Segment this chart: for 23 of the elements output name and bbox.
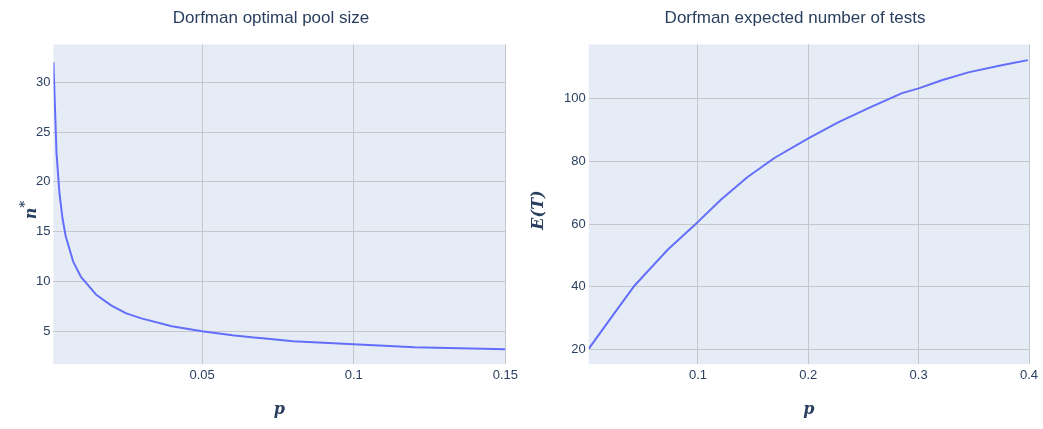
y-tick-label: 80 — [571, 152, 586, 168]
y-tick-label: 20 — [35, 173, 51, 189]
y-axis-title: E(T) — [527, 190, 547, 230]
y-tick-label: 10 — [35, 273, 51, 289]
x-tick-label: 0.4 — [1019, 366, 1039, 382]
x-tick-label: 0.05 — [189, 366, 215, 382]
y-tick-label: 25 — [35, 123, 51, 139]
x-tick-label: 0.15 — [492, 366, 519, 382]
x-axis-title: p — [803, 398, 815, 418]
chart-title: Dorfman expected number of tests — [664, 7, 926, 27]
y-tick-label: 40 — [571, 278, 586, 294]
y-tick-label: 60 — [571, 215, 586, 231]
y-tick-label: 100 — [563, 90, 586, 106]
y-tick-label: 5 — [43, 322, 51, 338]
y-tick-label: 15 — [35, 223, 51, 239]
x-axis-title: p — [273, 398, 285, 418]
x-tick-label: 0.1 — [344, 366, 363, 382]
y-tick-label: 30 — [35, 73, 51, 89]
y-tick-label: 20 — [571, 341, 586, 357]
x-tick-label: 0.1 — [688, 366, 707, 382]
x-tick-label: 0.3 — [909, 366, 928, 382]
x-tick-label: 0.2 — [799, 366, 818, 382]
chart-title: Dorfman optimal pool size — [172, 7, 370, 27]
